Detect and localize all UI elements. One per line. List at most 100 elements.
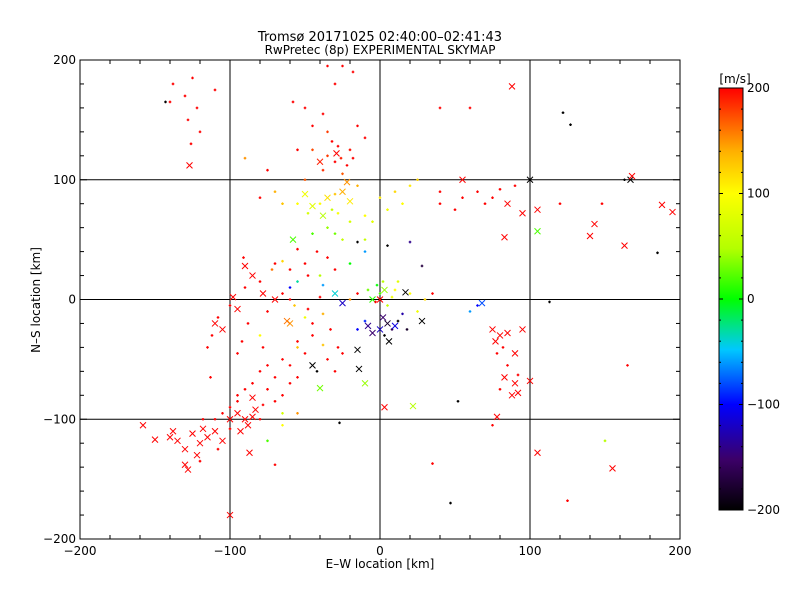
data-point-dot xyxy=(603,439,607,443)
data-point-dot xyxy=(273,262,277,265)
data-point-dot xyxy=(311,148,314,152)
data-point-cross xyxy=(184,466,192,473)
data-point-dot xyxy=(333,160,337,164)
data-point-dot xyxy=(236,394,239,397)
data-point-cross xyxy=(246,449,253,457)
data-point-dot xyxy=(236,352,239,355)
data-point-dot xyxy=(348,220,352,223)
colorbar-tick-label: 200 xyxy=(747,81,770,95)
data-point-cross xyxy=(534,227,541,235)
data-point-dot xyxy=(281,411,284,415)
data-point-cross xyxy=(309,202,316,210)
data-point-dot xyxy=(266,364,269,367)
data-point-dot xyxy=(311,124,314,128)
data-point-dot xyxy=(281,423,284,427)
data-point-dot xyxy=(186,118,190,122)
data-point-dot xyxy=(468,106,472,110)
data-point-dot xyxy=(216,447,220,451)
data-point-cross xyxy=(241,415,249,423)
data-point-dot xyxy=(420,264,424,268)
data-point-dot xyxy=(303,316,307,319)
data-point-dot xyxy=(341,172,344,176)
data-point-dot xyxy=(333,370,337,373)
colorbar-tick-label: −100 xyxy=(747,398,780,412)
data-point-cross xyxy=(339,188,346,196)
data-point-cross xyxy=(196,439,204,447)
data-point-dot xyxy=(386,304,389,307)
data-point-cross xyxy=(402,288,409,296)
data-point-dot xyxy=(495,352,499,355)
data-point-dot xyxy=(438,106,442,110)
data-point-cross xyxy=(508,391,516,399)
data-point-cross xyxy=(186,162,193,169)
data-point-cross xyxy=(339,299,346,307)
colorbar-tick-label: 0 xyxy=(747,292,755,306)
data-point-dot xyxy=(330,208,334,211)
data-point-cross xyxy=(319,212,327,220)
data-point-dot xyxy=(351,70,355,74)
data-point-dot xyxy=(341,64,344,68)
data-point-dot xyxy=(341,352,344,355)
data-point-dot xyxy=(296,340,299,343)
colorbar-tick-label: −200 xyxy=(747,503,780,517)
data-point-dot xyxy=(258,370,262,373)
data-point-dot xyxy=(491,196,494,200)
data-point-dot xyxy=(258,417,262,421)
data-point-cross xyxy=(309,362,316,369)
data-point-dot xyxy=(206,346,209,349)
data-point-cross xyxy=(283,317,291,325)
data-point-dot xyxy=(333,268,337,271)
data-point-dot xyxy=(339,156,343,160)
data-point-cross xyxy=(204,433,211,441)
data-point-dot xyxy=(306,307,310,311)
data-point-dot xyxy=(281,259,284,263)
data-point-dot xyxy=(261,403,265,407)
data-point-dot xyxy=(623,178,626,182)
data-point-dot xyxy=(210,334,214,337)
data-point-dot xyxy=(288,298,292,301)
data-point-dot xyxy=(374,300,377,304)
data-point-dot xyxy=(501,346,505,349)
data-point-dot xyxy=(566,499,569,502)
data-point-dot xyxy=(243,388,247,391)
data-point-dot xyxy=(243,156,247,160)
data-point-dot xyxy=(246,322,250,325)
data-point-cross xyxy=(627,176,634,184)
data-point-dot xyxy=(356,124,359,128)
data-point-dot xyxy=(273,190,277,194)
data-point-cross xyxy=(501,373,508,381)
data-point-dot xyxy=(326,256,329,259)
data-point-dot xyxy=(296,148,299,152)
data-point-dot xyxy=(251,382,254,385)
data-point-dot xyxy=(266,388,269,391)
data-point-cross xyxy=(226,415,234,423)
data-point-dot xyxy=(228,427,232,431)
data-point-dot xyxy=(326,154,329,158)
data-point-dot xyxy=(405,328,409,331)
data-point-dot xyxy=(303,262,307,265)
data-point-cross xyxy=(151,436,159,443)
data-point-cross xyxy=(316,384,324,392)
data-point-dot xyxy=(356,184,359,188)
data-point-dot xyxy=(431,462,434,465)
y-tick-label: 200 xyxy=(53,53,76,67)
data-point-dot xyxy=(266,439,269,443)
data-point-cross xyxy=(355,365,363,373)
data-point-dot xyxy=(281,394,284,397)
data-point-dot xyxy=(408,240,412,244)
data-point-dot xyxy=(228,405,232,409)
data-point-cross xyxy=(669,208,676,216)
data-point-cross xyxy=(181,461,189,469)
data-point-dot xyxy=(600,202,604,205)
data-point-dot xyxy=(438,190,442,194)
data-point-dot xyxy=(348,298,352,301)
data-point-dot xyxy=(396,280,400,283)
data-point-cross xyxy=(508,82,516,90)
data-point-cross xyxy=(244,421,252,429)
data-point-cross xyxy=(409,402,417,410)
data-point-cross xyxy=(504,200,511,208)
data-point-dot xyxy=(242,256,245,259)
data-point-dot xyxy=(336,211,340,215)
data-point-dot xyxy=(213,417,217,421)
data-point-dot xyxy=(236,399,239,403)
